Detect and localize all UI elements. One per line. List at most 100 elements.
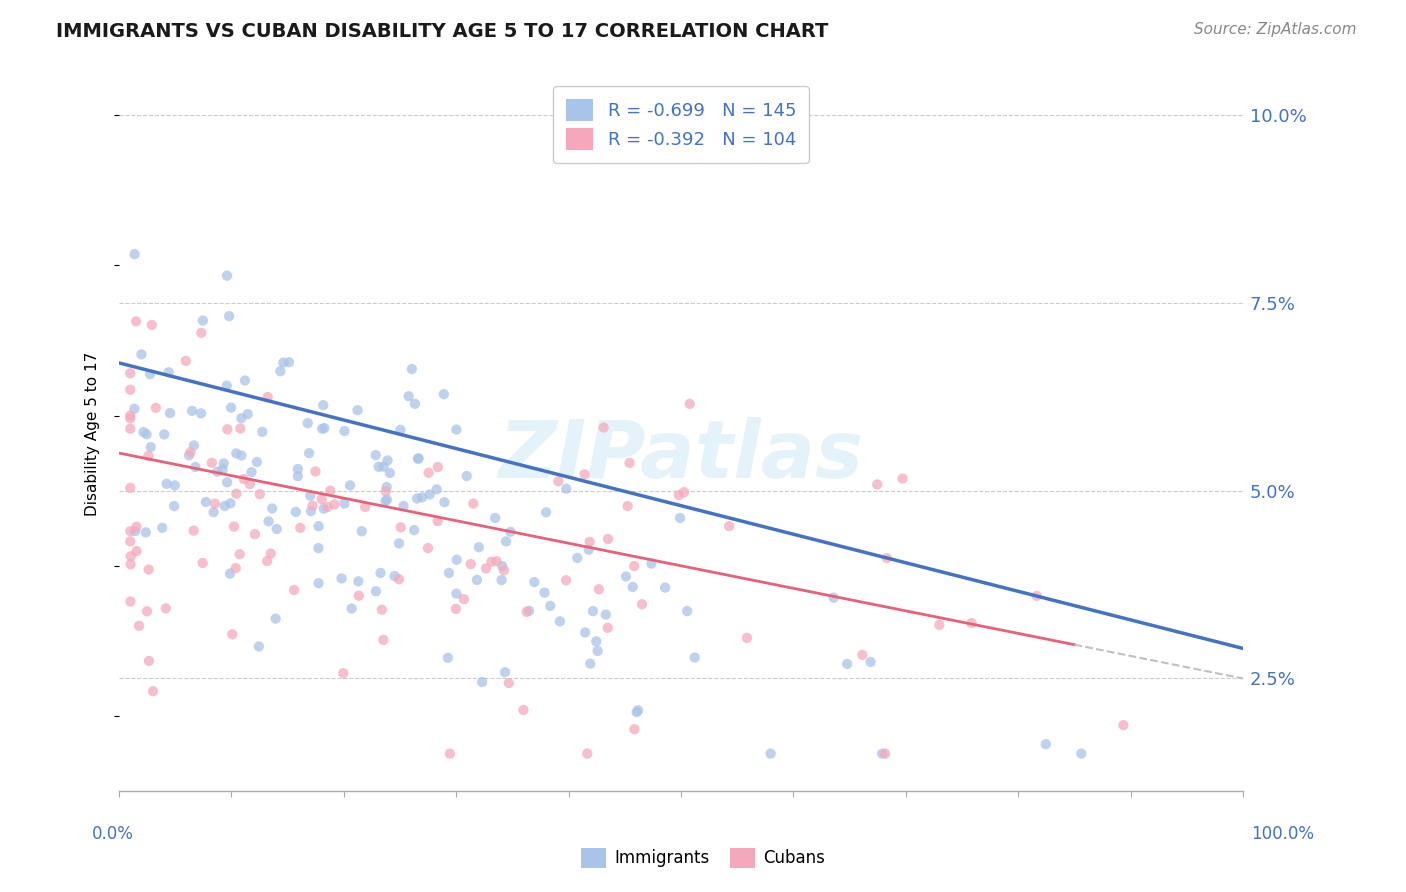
Point bbox=[669, 511, 692, 525]
Point bbox=[398, 389, 420, 403]
Point bbox=[219, 401, 242, 415]
Point bbox=[155, 601, 177, 615]
Point bbox=[184, 460, 207, 475]
Point bbox=[367, 459, 389, 474]
Point bbox=[225, 446, 247, 460]
Point bbox=[120, 383, 142, 397]
Point bbox=[384, 569, 406, 583]
Point bbox=[283, 582, 305, 597]
Text: 0.0%: 0.0% bbox=[91, 825, 134, 843]
Point bbox=[623, 559, 645, 574]
Point bbox=[287, 469, 309, 483]
Point bbox=[374, 494, 396, 508]
Point bbox=[231, 411, 253, 425]
Point bbox=[297, 416, 319, 430]
Point bbox=[388, 572, 411, 586]
Point bbox=[120, 366, 142, 380]
Point bbox=[138, 562, 160, 576]
Point bbox=[145, 401, 167, 415]
Point bbox=[136, 604, 159, 618]
Point bbox=[446, 423, 468, 437]
Point bbox=[218, 309, 240, 323]
Point bbox=[870, 747, 893, 761]
Point bbox=[875, 747, 897, 761]
Point bbox=[492, 563, 515, 577]
Point bbox=[371, 603, 394, 617]
Point bbox=[120, 481, 142, 495]
Point bbox=[298, 446, 321, 460]
Point bbox=[201, 456, 224, 470]
Point bbox=[347, 574, 370, 589]
Point bbox=[290, 521, 312, 535]
Point bbox=[256, 390, 278, 404]
Point bbox=[308, 576, 330, 591]
Point bbox=[132, 425, 155, 439]
Point bbox=[547, 475, 569, 489]
Point bbox=[439, 747, 461, 761]
Point bbox=[215, 268, 238, 283]
Point bbox=[124, 524, 146, 538]
Point bbox=[419, 487, 441, 501]
Point bbox=[312, 398, 335, 412]
Point bbox=[585, 634, 607, 648]
Point bbox=[340, 601, 363, 615]
Text: ZIPatlas: ZIPatlas bbox=[499, 417, 863, 495]
Point bbox=[314, 421, 336, 435]
Point bbox=[481, 555, 503, 569]
Point bbox=[534, 505, 557, 519]
Point bbox=[516, 605, 538, 619]
Point bbox=[120, 549, 142, 564]
Point bbox=[444, 602, 467, 616]
Point bbox=[163, 478, 186, 492]
Point bbox=[619, 456, 641, 470]
Text: 100.0%: 100.0% bbox=[1251, 825, 1315, 843]
Point bbox=[683, 650, 706, 665]
Point bbox=[262, 501, 284, 516]
Point bbox=[219, 496, 242, 510]
Point bbox=[247, 640, 270, 654]
Point bbox=[578, 535, 600, 549]
Point bbox=[299, 489, 322, 503]
Point bbox=[596, 621, 619, 635]
Point bbox=[191, 313, 214, 327]
Point bbox=[246, 455, 269, 469]
Point bbox=[319, 483, 342, 498]
Point bbox=[499, 524, 522, 539]
Point bbox=[347, 589, 370, 603]
Point bbox=[640, 557, 662, 571]
Point bbox=[859, 655, 882, 669]
Point bbox=[330, 571, 353, 585]
Point bbox=[211, 462, 233, 476]
Point bbox=[928, 618, 950, 632]
Point bbox=[465, 573, 488, 587]
Point bbox=[308, 541, 330, 555]
Point bbox=[823, 591, 845, 605]
Point bbox=[214, 499, 236, 513]
Point bbox=[456, 469, 478, 483]
Point bbox=[668, 488, 690, 502]
Text: Source: ZipAtlas.com: Source: ZipAtlas.com bbox=[1194, 22, 1357, 37]
Point bbox=[163, 499, 186, 513]
Point bbox=[153, 427, 176, 442]
Point bbox=[350, 524, 373, 539]
Point bbox=[120, 409, 142, 423]
Point bbox=[759, 747, 782, 761]
Point bbox=[231, 449, 253, 463]
Point bbox=[891, 472, 914, 486]
Point bbox=[135, 525, 157, 540]
Point bbox=[576, 747, 599, 761]
Point bbox=[125, 519, 148, 533]
Point bbox=[426, 483, 449, 497]
Point bbox=[190, 406, 212, 420]
Point bbox=[249, 487, 271, 501]
Point bbox=[592, 420, 614, 434]
Point bbox=[418, 466, 440, 480]
Point bbox=[468, 540, 491, 554]
Point bbox=[676, 604, 699, 618]
Point bbox=[354, 500, 377, 514]
Point bbox=[120, 534, 142, 549]
Point bbox=[364, 584, 387, 599]
Point bbox=[555, 482, 578, 496]
Point bbox=[517, 604, 540, 618]
Point bbox=[616, 499, 638, 513]
